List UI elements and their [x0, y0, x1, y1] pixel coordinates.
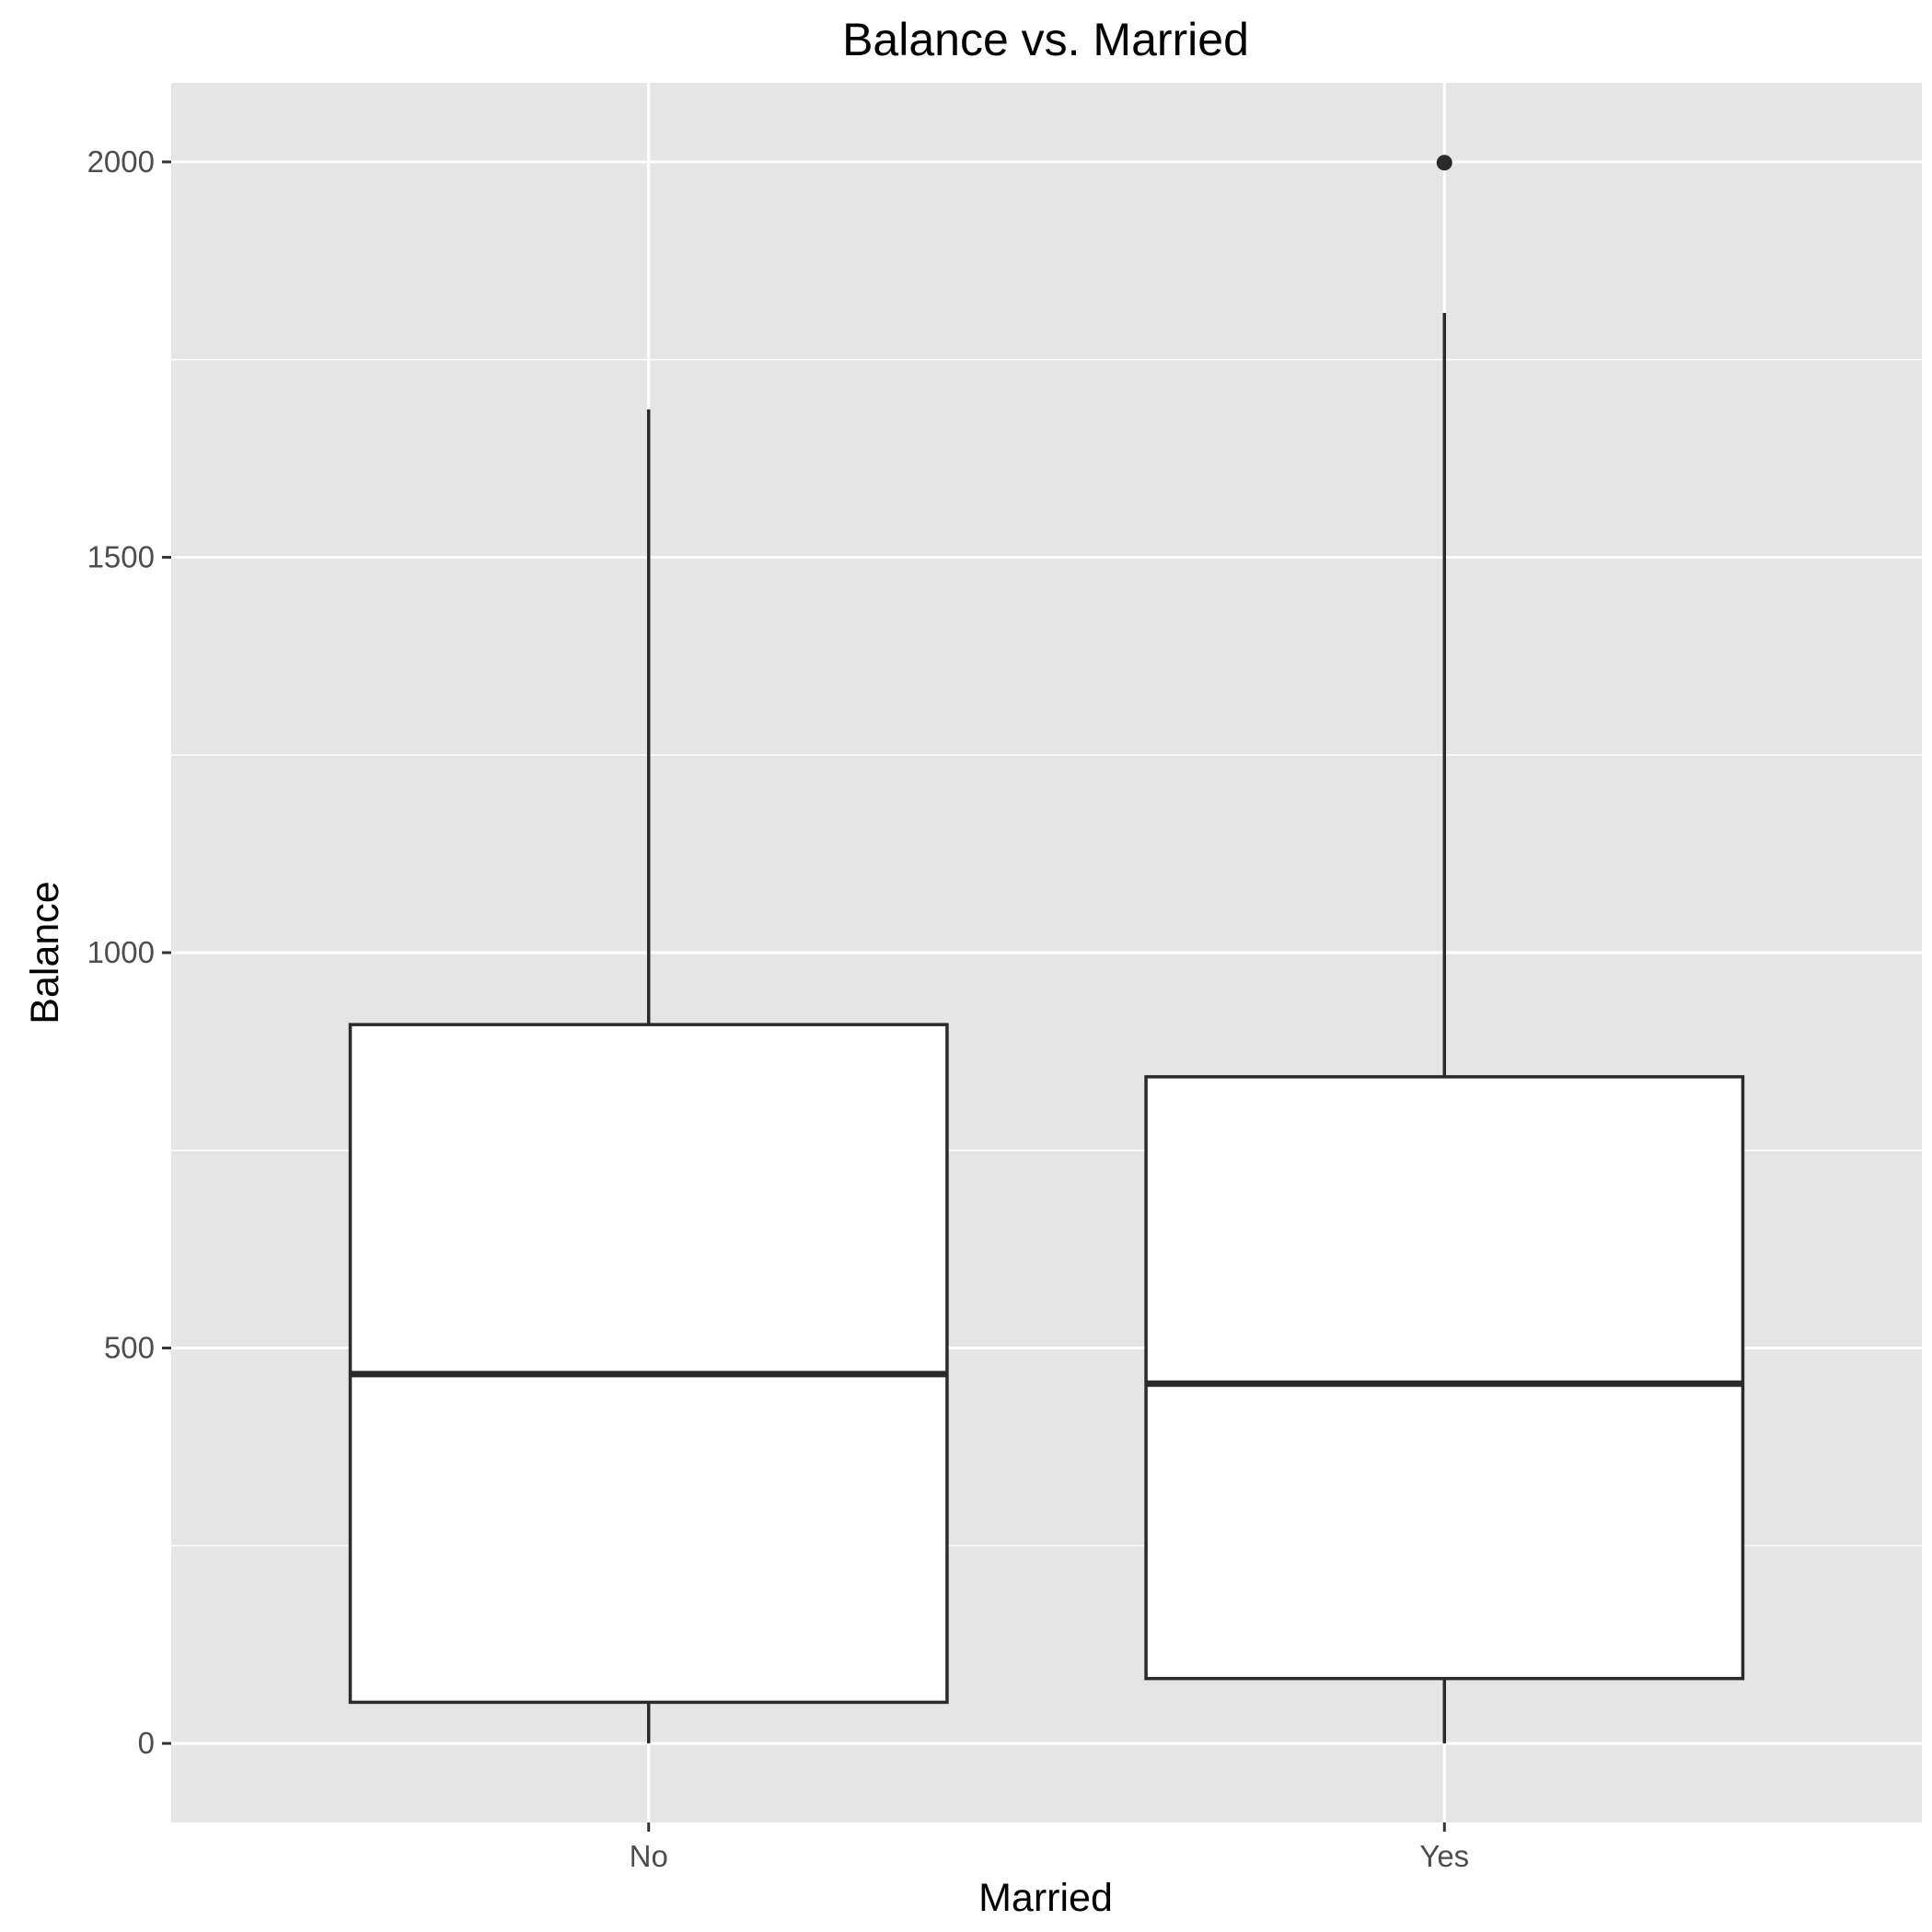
y-axis-title: Balance	[23, 881, 67, 1024]
x-axis: No Yes	[630, 1822, 1469, 1873]
y-tick-label: 500	[104, 1331, 155, 1365]
chart-title: Balance vs. Married	[842, 14, 1249, 65]
box-yes	[1144, 155, 1745, 1744]
y-tick-label: 0	[138, 1726, 155, 1760]
box-no	[348, 409, 949, 1744]
x-tick-label: No	[630, 1839, 668, 1873]
box-iqr	[1144, 1075, 1745, 1681]
outlier-point	[1436, 155, 1452, 171]
x-tick-label: Yes	[1419, 1839, 1469, 1873]
y-tick-label: 1000	[87, 935, 155, 969]
y-axis: 0 500 1000 1500 2000	[87, 145, 171, 1760]
box-iqr	[348, 1023, 949, 1705]
x-axis-title: Married	[978, 1876, 1113, 1920]
y-tick-label: 2000	[87, 145, 155, 179]
y-tick-label: 1500	[87, 539, 155, 573]
boxes	[348, 155, 1745, 1744]
